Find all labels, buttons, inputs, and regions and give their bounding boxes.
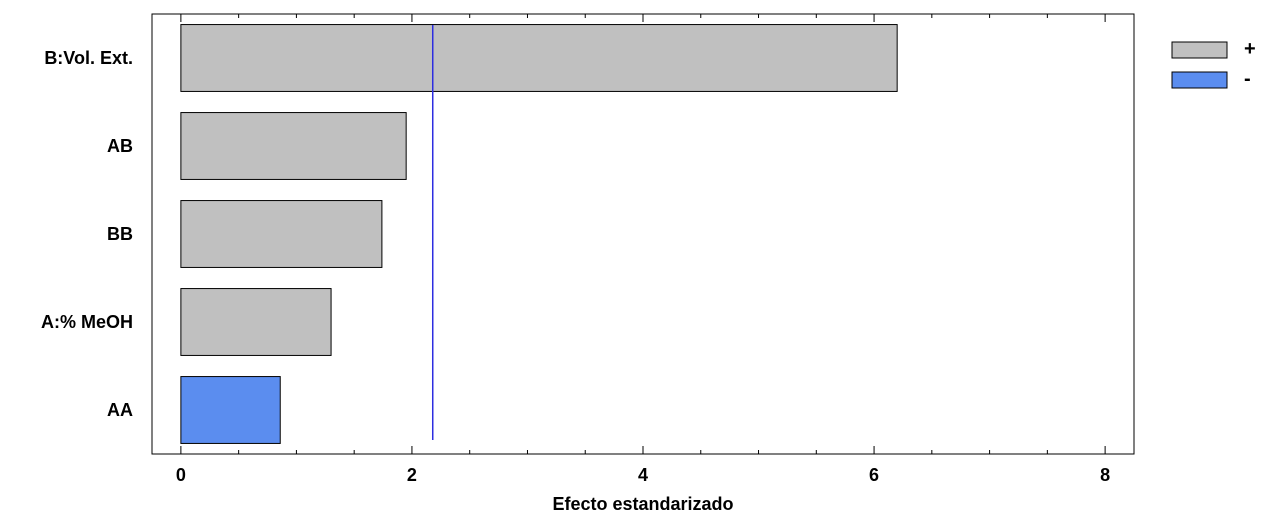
x-tick-label-2: 4 [638, 465, 648, 485]
bar-1 [180, 112, 407, 180]
y-tick-label-1: AB [107, 136, 133, 156]
bar-2 [180, 200, 383, 268]
x-tick-label-4: 8 [1100, 465, 1110, 485]
y-tick-label-3: A:% MeOH [41, 312, 133, 332]
legend-label-1: - [1244, 68, 1251, 90]
legend: +- [1171, 38, 1256, 90]
y-tick-label-0: B:Vol. Ext. [44, 48, 133, 68]
legend-label-0: + [1244, 38, 1256, 60]
legend-swatch-0 [1171, 41, 1228, 59]
x-axis-label: Efecto estandarizado [552, 494, 733, 514]
bar-0 [180, 24, 898, 92]
x-tick-label-0: 0 [176, 465, 186, 485]
bar-4 [180, 376, 281, 444]
legend-swatch-1 [1171, 71, 1228, 89]
y-tick-label-2: BB [107, 224, 133, 244]
x-tick-label-3: 6 [869, 465, 879, 485]
y-tick-label-4: AA [107, 400, 133, 420]
x-tick-label-1: 2 [407, 465, 417, 485]
bar-3 [180, 288, 332, 356]
